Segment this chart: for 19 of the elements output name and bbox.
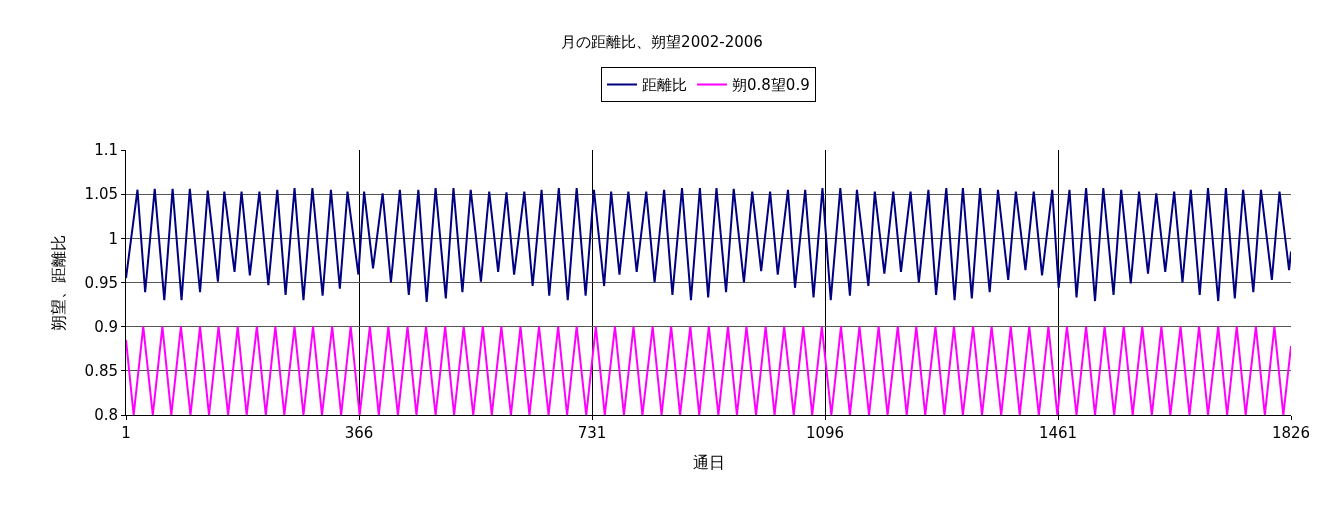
y-tick-label: 0.85 [84, 362, 118, 381]
legend-label: 朔0.8望0.9 [732, 76, 810, 95]
x-tick-label: 1 [121, 424, 131, 442]
y-axis-title: 朔望、距離比 [49, 234, 69, 331]
x-tick-label: 1096 [805, 424, 845, 442]
y-tick-label: 0.8 [94, 406, 118, 425]
legend-label: 距離比 [642, 76, 687, 95]
x-tick-label: 1461 [1038, 424, 1078, 442]
y-tick-label: 0.95 [84, 273, 118, 292]
line-series [126, 186, 1291, 303]
x-tick-label: 1826 [1271, 424, 1311, 442]
x-axis-title: 通日 [692, 452, 725, 472]
y-tick-label: 0.9 [94, 317, 118, 336]
x-tick-label: 366 [344, 424, 374, 442]
chart-title: 月の距離比、朔望2002-2006 [561, 32, 763, 51]
y-tick-label: 1.1 [94, 141, 118, 160]
y-tick-label: 1 [108, 229, 118, 248]
x-tick-label: 731 [577, 424, 607, 442]
y-tick-label: 1.05 [84, 185, 118, 204]
